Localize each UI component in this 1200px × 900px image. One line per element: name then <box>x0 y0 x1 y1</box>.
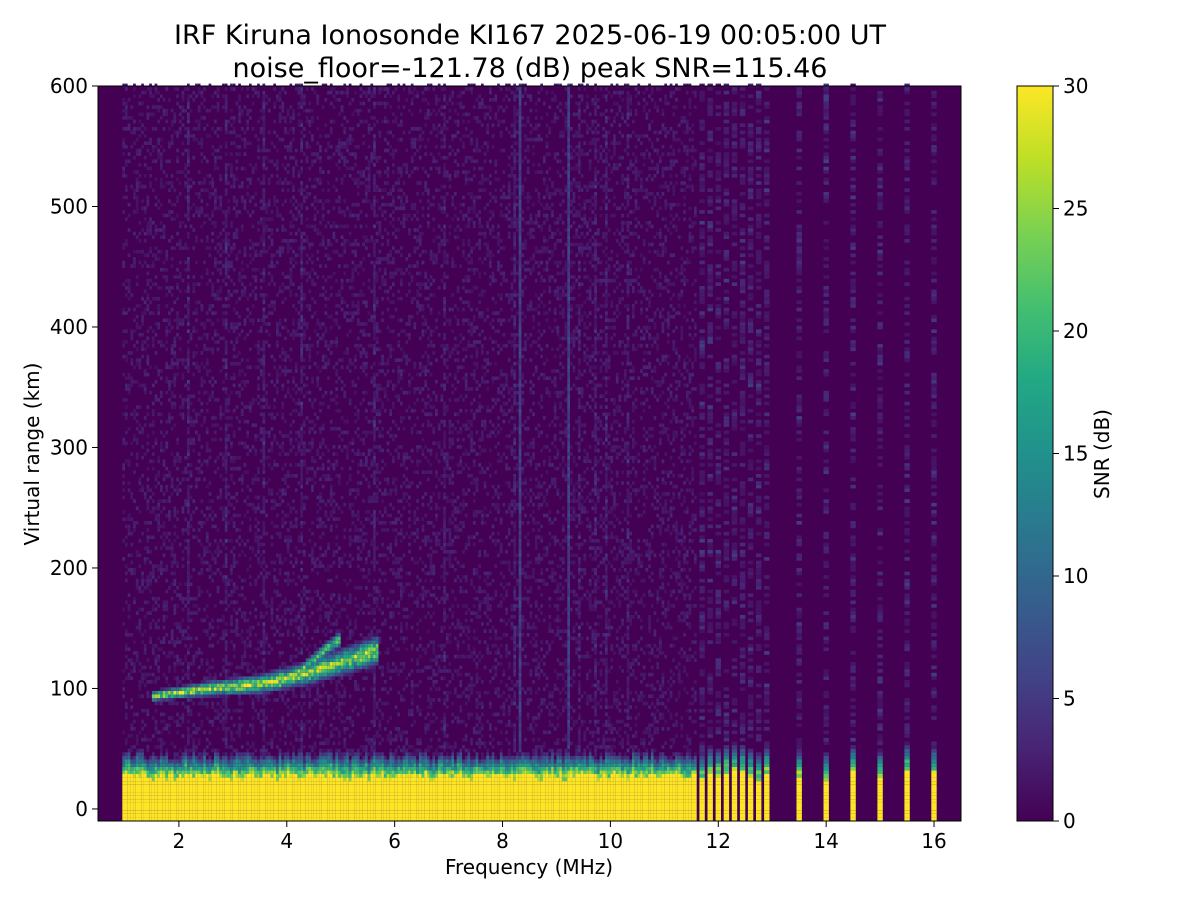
x-tick-label: 2 <box>173 829 186 853</box>
x-axis: 2 4 6 8 10 12 14 16 <box>173 821 947 853</box>
plot-frame <box>97 85 962 822</box>
y-tick-label: 300 <box>50 435 88 459</box>
colorbar-tick-label: 20 <box>1063 319 1088 343</box>
x-tick-label: 16 <box>921 829 946 853</box>
x-tick-label: 4 <box>280 829 293 853</box>
x-tick-label: 14 <box>813 829 838 853</box>
colorbar-tick-label: 0 <box>1063 809 1076 833</box>
colorbar-label: SNR (dB) <box>1090 409 1114 499</box>
x-tick-label: 10 <box>598 829 623 853</box>
heatmap-plot-area <box>97 83 962 822</box>
y-tick-label: 400 <box>50 315 88 339</box>
y-tick-label: 600 <box>50 74 88 98</box>
heatmap-cells <box>122 83 937 822</box>
chart-title: IRF Kiruna Ionosonde KI167 2025-06-19 00… <box>174 20 887 51</box>
y-axis: 0 100 200 300 400 500 600 <box>50 74 98 821</box>
colorbar-tick-label: 30 <box>1063 74 1088 98</box>
colorbar-axis: 0 5 10 15 20 25 30 <box>1053 74 1088 833</box>
colorbar-tick-label: 5 <box>1063 687 1076 711</box>
x-tick-label: 8 <box>496 829 509 853</box>
y-tick-label: 200 <box>50 556 88 580</box>
y-tick-label: 500 <box>50 194 88 218</box>
colorbar-gradient <box>1016 85 1054 822</box>
x-tick-label: 6 <box>388 829 401 853</box>
y-tick-label: 100 <box>50 676 88 700</box>
y-tick-label: 0 <box>75 797 88 821</box>
chart-subtitle: noise_floor=-121.78 (dB) peak SNR=115.46 <box>233 53 828 84</box>
x-axis-label: Frequency (MHz) <box>445 855 613 879</box>
colorbar-tick-label: 10 <box>1063 564 1088 588</box>
colorbar-tick-label: 15 <box>1063 442 1088 466</box>
x-tick-label: 12 <box>706 829 731 853</box>
colorbar: 0 5 10 15 20 25 30 SNR (dB) <box>1016 74 1114 833</box>
colorbar-tick-label: 25 <box>1063 197 1088 221</box>
y-axis-label: Virtual range (km) <box>20 363 44 546</box>
